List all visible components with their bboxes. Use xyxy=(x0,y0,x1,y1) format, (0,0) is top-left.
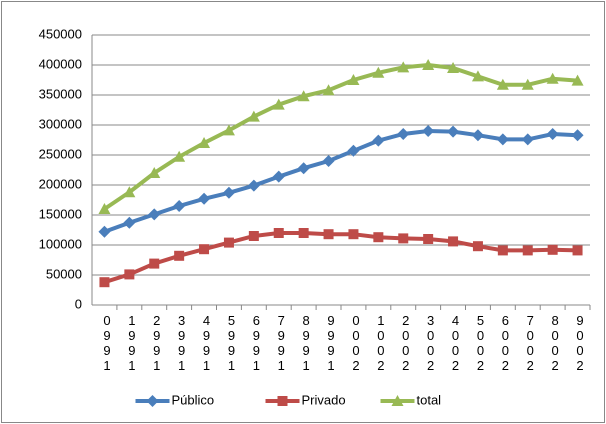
data-point xyxy=(348,229,359,240)
data-point xyxy=(148,167,161,178)
data-point xyxy=(471,129,484,142)
x-tick-label: 2002 xyxy=(398,313,414,373)
x-tick-label: 1993 xyxy=(174,313,190,373)
data-point xyxy=(423,234,434,244)
legend-marker xyxy=(277,396,288,406)
data-point xyxy=(522,245,533,256)
data-point xyxy=(471,70,484,82)
y-tick-label: 150000 xyxy=(39,206,82,221)
y-tick-label: 200000 xyxy=(39,176,82,191)
data-point xyxy=(248,231,259,241)
data-point xyxy=(99,277,110,288)
data-point xyxy=(297,162,310,175)
data-point xyxy=(571,129,584,142)
x-tick-label: 2007 xyxy=(522,313,538,373)
data-point xyxy=(323,229,334,240)
x-tick-label: 1990 xyxy=(99,313,115,373)
legend-marker xyxy=(391,395,404,406)
y-tick-label: 450000 xyxy=(39,26,82,41)
x-tick-label: 2006 xyxy=(497,313,513,373)
x-tick-label: 2001 xyxy=(373,313,389,373)
data-point xyxy=(173,150,186,162)
legend-label: Público xyxy=(172,392,215,407)
data-point xyxy=(347,144,360,157)
data-point xyxy=(472,241,483,252)
data-point xyxy=(98,203,111,214)
x-tick-label: 2000 xyxy=(348,313,364,373)
legend-label: Privado xyxy=(302,392,346,407)
data-point xyxy=(372,134,385,147)
data-point xyxy=(272,170,285,183)
data-point xyxy=(572,245,583,256)
data-point xyxy=(322,155,335,167)
x-tick-label: 1995 xyxy=(223,313,239,373)
data-point xyxy=(123,216,136,229)
data-point xyxy=(546,128,559,140)
data-point xyxy=(173,200,186,212)
x-tick-label: 1999 xyxy=(323,313,339,373)
data-point xyxy=(397,128,410,140)
data-point xyxy=(398,233,409,244)
data-point xyxy=(447,62,460,73)
data-point xyxy=(124,269,135,280)
data-point xyxy=(448,236,459,247)
data-point xyxy=(347,74,360,85)
data-point xyxy=(422,125,435,137)
data-point xyxy=(521,78,534,90)
data-point xyxy=(247,110,260,122)
data-point xyxy=(373,232,384,243)
x-tick-label: 2003 xyxy=(423,313,439,373)
data-point xyxy=(222,186,235,199)
data-point xyxy=(247,179,260,192)
data-point xyxy=(397,61,410,73)
data-point xyxy=(198,137,211,148)
y-tick-label: 0 xyxy=(75,296,82,311)
data-point xyxy=(199,244,210,255)
data-point xyxy=(174,250,185,261)
x-tick-label: 2004 xyxy=(448,313,464,373)
data-point xyxy=(149,258,160,269)
series-line xyxy=(103,62,578,211)
data-point xyxy=(447,125,460,138)
data-point xyxy=(273,228,284,238)
data-point xyxy=(272,98,285,110)
x-tick-label: 1992 xyxy=(149,313,165,373)
x-tick-label: 1998 xyxy=(298,313,314,373)
data-point xyxy=(547,244,558,255)
y-tick-label: 50000 xyxy=(46,266,82,281)
data-point xyxy=(123,186,136,198)
data-point xyxy=(98,225,111,238)
y-tick-label: 100000 xyxy=(39,236,82,251)
data-point xyxy=(546,72,559,84)
x-tick-label: 2009 xyxy=(572,313,588,373)
y-tick-label: 400000 xyxy=(39,56,82,71)
legend-marker xyxy=(146,395,159,407)
x-tick-label: 1997 xyxy=(273,313,289,373)
x-tick-label: 2008 xyxy=(547,313,563,373)
data-point xyxy=(521,133,534,146)
x-tick-label: 1994 xyxy=(199,313,215,373)
data-point xyxy=(198,192,211,205)
x-tick-label: 1996 xyxy=(248,313,264,373)
data-point xyxy=(372,66,385,78)
data-point xyxy=(571,74,584,86)
data-point xyxy=(422,59,435,70)
data-point xyxy=(148,208,161,221)
data-point xyxy=(496,78,509,90)
x-tick-label: 1991 xyxy=(124,313,140,373)
y-tick-label: 250000 xyxy=(39,146,82,161)
data-point xyxy=(297,90,310,102)
data-point xyxy=(222,124,235,136)
data-point xyxy=(298,228,309,238)
data-point xyxy=(322,84,335,96)
x-tick-label: 2005 xyxy=(472,313,488,373)
y-tick-label: 350000 xyxy=(39,86,82,101)
legend-label: total xyxy=(417,392,442,407)
data-point xyxy=(497,245,508,256)
data-point xyxy=(496,133,509,146)
data-point xyxy=(223,237,234,248)
y-tick-label: 300000 xyxy=(39,116,82,131)
